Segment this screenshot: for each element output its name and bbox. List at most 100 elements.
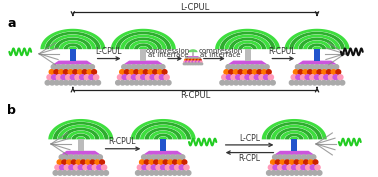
Circle shape <box>172 171 177 175</box>
Circle shape <box>248 80 252 85</box>
Circle shape <box>319 65 324 69</box>
Circle shape <box>100 160 104 164</box>
Polygon shape <box>158 136 168 139</box>
Text: compression: compression <box>198 48 242 54</box>
Circle shape <box>120 70 124 74</box>
Circle shape <box>200 59 201 61</box>
Circle shape <box>136 75 141 80</box>
Circle shape <box>56 65 61 69</box>
Circle shape <box>149 160 154 164</box>
Polygon shape <box>120 35 167 49</box>
Polygon shape <box>134 43 153 49</box>
Circle shape <box>84 75 90 80</box>
Circle shape <box>82 80 87 85</box>
Circle shape <box>197 61 199 63</box>
Circle shape <box>181 171 186 175</box>
Circle shape <box>69 155 74 159</box>
Circle shape <box>52 75 57 80</box>
Circle shape <box>315 65 319 69</box>
Circle shape <box>85 171 90 175</box>
Polygon shape <box>215 29 280 49</box>
Circle shape <box>153 70 158 74</box>
Circle shape <box>50 80 54 85</box>
Circle shape <box>80 65 85 69</box>
Circle shape <box>134 80 139 85</box>
Polygon shape <box>40 29 105 49</box>
Polygon shape <box>297 61 337 65</box>
Circle shape <box>146 65 150 69</box>
Circle shape <box>186 59 188 61</box>
Circle shape <box>233 70 238 74</box>
Circle shape <box>139 160 144 164</box>
Polygon shape <box>123 61 164 65</box>
Circle shape <box>59 155 64 159</box>
Circle shape <box>168 171 172 175</box>
Circle shape <box>90 160 95 164</box>
Circle shape <box>191 58 192 59</box>
Circle shape <box>301 75 306 80</box>
Circle shape <box>89 75 94 80</box>
Circle shape <box>199 58 201 59</box>
Circle shape <box>187 61 189 63</box>
Circle shape <box>285 160 290 164</box>
Circle shape <box>225 80 229 85</box>
Circle shape <box>290 80 294 85</box>
Circle shape <box>186 61 187 63</box>
Circle shape <box>305 65 310 69</box>
Circle shape <box>266 70 271 74</box>
Circle shape <box>195 59 196 61</box>
Polygon shape <box>78 139 84 151</box>
Circle shape <box>158 70 162 74</box>
Circle shape <box>175 155 180 159</box>
Polygon shape <box>48 119 113 139</box>
Circle shape <box>155 75 160 80</box>
Circle shape <box>168 160 173 164</box>
Circle shape <box>163 160 168 164</box>
Circle shape <box>49 70 54 74</box>
Circle shape <box>180 155 185 159</box>
Circle shape <box>61 65 66 69</box>
Circle shape <box>85 160 90 164</box>
Polygon shape <box>314 49 320 61</box>
Circle shape <box>240 75 245 80</box>
Circle shape <box>201 63 203 65</box>
Circle shape <box>77 80 82 85</box>
Polygon shape <box>140 49 146 61</box>
Circle shape <box>235 75 241 80</box>
Polygon shape <box>192 52 194 56</box>
Circle shape <box>260 65 264 69</box>
Circle shape <box>95 160 100 164</box>
Polygon shape <box>285 134 304 139</box>
Circle shape <box>294 80 299 85</box>
Polygon shape <box>54 38 91 49</box>
Circle shape <box>81 171 85 175</box>
Circle shape <box>187 58 189 59</box>
Polygon shape <box>266 122 322 139</box>
Polygon shape <box>290 136 299 139</box>
Circle shape <box>262 70 266 74</box>
Circle shape <box>96 80 101 85</box>
Circle shape <box>141 65 146 69</box>
Circle shape <box>314 75 320 80</box>
Circle shape <box>73 70 77 74</box>
Circle shape <box>308 160 313 164</box>
Circle shape <box>74 155 78 159</box>
Circle shape <box>266 171 271 175</box>
Circle shape <box>64 155 69 159</box>
Circle shape <box>185 59 186 61</box>
Circle shape <box>231 75 236 80</box>
Circle shape <box>334 65 339 69</box>
Circle shape <box>160 75 164 80</box>
Circle shape <box>156 165 161 170</box>
Circle shape <box>186 63 188 65</box>
Polygon shape <box>243 46 252 49</box>
Circle shape <box>151 155 156 159</box>
Circle shape <box>285 171 290 175</box>
Circle shape <box>317 70 322 74</box>
Polygon shape <box>71 134 90 139</box>
Polygon shape <box>57 125 104 139</box>
Circle shape <box>301 165 306 170</box>
Circle shape <box>68 80 73 85</box>
Polygon shape <box>50 35 96 49</box>
Circle shape <box>194 58 195 59</box>
